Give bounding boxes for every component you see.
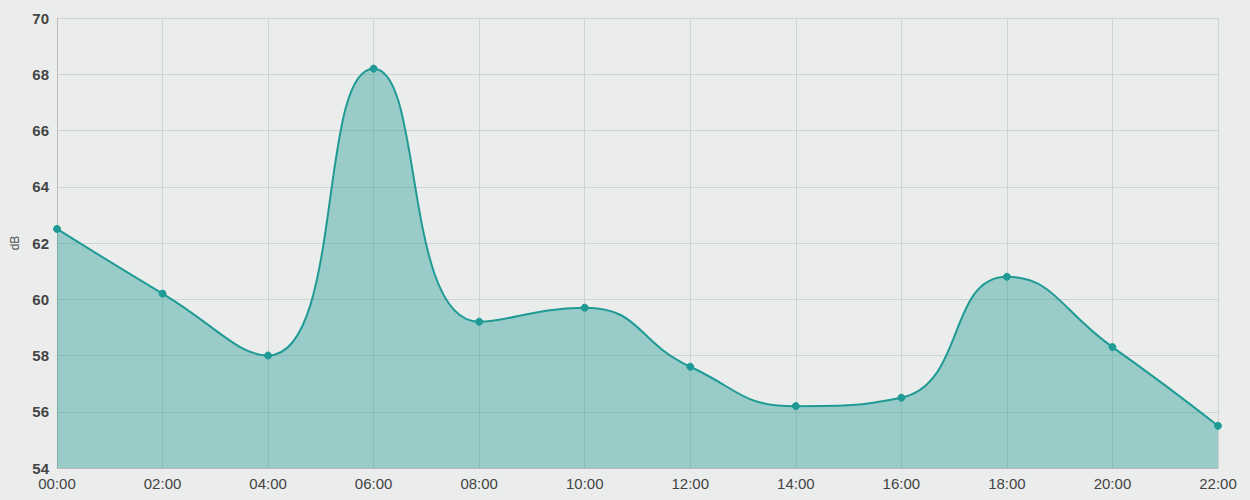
- svg-text:64: 64: [32, 178, 49, 195]
- svg-text:68: 68: [32, 66, 49, 83]
- svg-text:70: 70: [32, 10, 49, 27]
- svg-text:58: 58: [32, 347, 49, 364]
- svg-text:04:00: 04:00: [249, 475, 287, 492]
- svg-text:12:00: 12:00: [671, 475, 709, 492]
- svg-text:14:00: 14:00: [777, 475, 815, 492]
- svg-text:00:00: 00:00: [38, 475, 76, 492]
- svg-text:16:00: 16:00: [883, 475, 921, 492]
- svg-text:18:00: 18:00: [988, 475, 1026, 492]
- svg-text:08:00: 08:00: [460, 475, 498, 492]
- svg-text:02:00: 02:00: [144, 475, 182, 492]
- svg-text:56: 56: [32, 403, 49, 420]
- svg-text:54: 54: [32, 460, 49, 477]
- svg-text:06:00: 06:00: [355, 475, 393, 492]
- svg-text:20:00: 20:00: [1094, 475, 1132, 492]
- svg-text:66: 66: [32, 122, 49, 139]
- svg-text:10:00: 10:00: [566, 475, 604, 492]
- svg-text:62: 62: [32, 235, 49, 252]
- svg-text:dB: dB: [8, 236, 22, 251]
- svg-text:22:00: 22:00: [1199, 475, 1237, 492]
- svg-text:60: 60: [32, 291, 49, 308]
